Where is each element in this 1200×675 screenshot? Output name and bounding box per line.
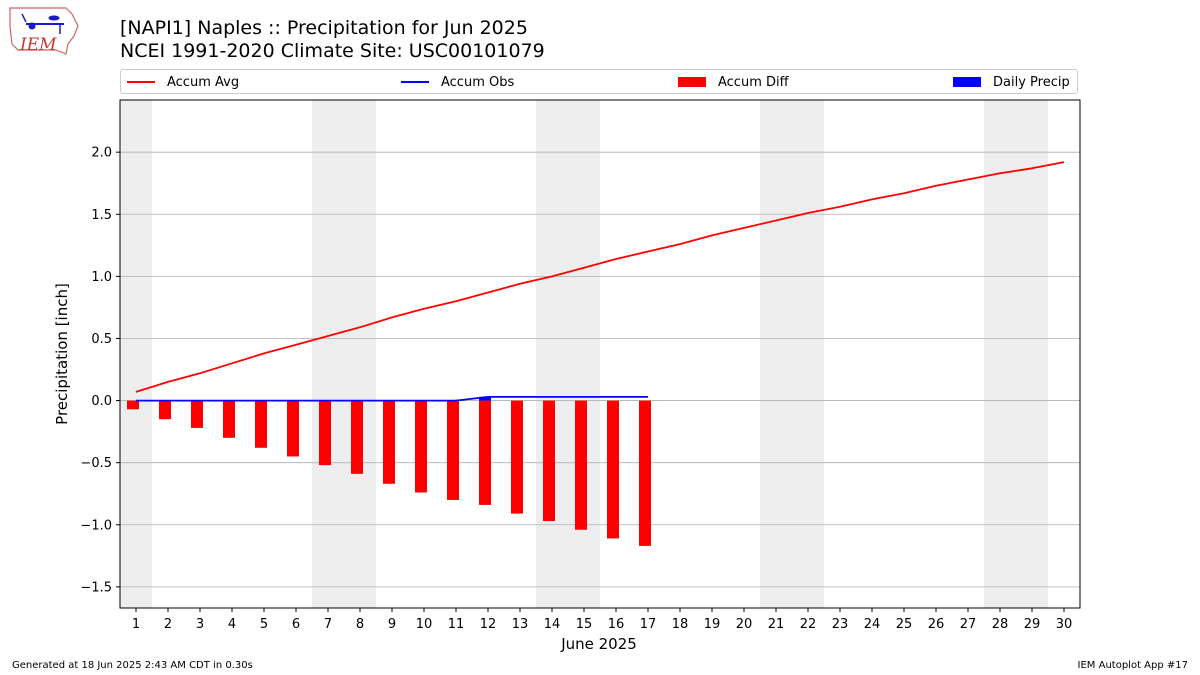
x-tick-label: 19 — [704, 617, 721, 632]
x-tick-label: 21 — [768, 617, 785, 632]
x-tick-label: 14 — [544, 617, 561, 632]
weekend-band — [536, 100, 600, 608]
y-axis-label: Precipitation [inch] — [53, 283, 71, 425]
legend-swatch — [678, 77, 706, 87]
accum-diff-bar — [607, 400, 619, 539]
accum-diff-bar — [415, 400, 427, 493]
weekend-shading — [120, 100, 1048, 608]
x-tick-label: 22 — [800, 617, 817, 632]
x-tick-label: 20 — [736, 617, 753, 632]
accum-diff-bars — [127, 400, 651, 546]
accum-diff-bar — [127, 400, 139, 410]
accum-diff-bar — [383, 400, 395, 484]
chart-subtitle: NCEI 1991-2020 Climate Site: USC00101079 — [120, 40, 545, 62]
accum-diff-bar — [543, 400, 555, 522]
accum-diff-bar — [191, 400, 203, 428]
legend-item-accum-avg: Accum Avg — [127, 70, 239, 94]
weekend-band — [312, 100, 376, 608]
legend-swatch — [127, 81, 155, 83]
y-tick-label: 0.0 — [91, 394, 112, 409]
accum-diff-bar — [511, 400, 523, 514]
x-tick-label: 3 — [196, 617, 204, 632]
accum-diff-bar — [287, 400, 299, 457]
x-tick-label: 10 — [416, 617, 433, 632]
x-tick-label: 4 — [228, 617, 236, 632]
x-tick-label: 9 — [388, 617, 396, 632]
chart-legend: Accum Avg Accum Obs Accum Diff Daily Pre… — [120, 69, 1078, 94]
x-tick-label: 24 — [864, 617, 881, 632]
x-tick-label: 16 — [608, 617, 625, 632]
y-tick-label: 2.0 — [91, 146, 112, 161]
legend-swatch — [401, 81, 429, 83]
gridlines — [120, 151, 1080, 588]
x-tick-label: 28 — [992, 617, 1009, 632]
x-axis-label: June 2025 — [560, 635, 637, 653]
x-tick-label: 26 — [928, 617, 945, 632]
legend-label: Accum Obs — [441, 74, 515, 90]
x-tick-label: 25 — [896, 617, 913, 632]
accum-diff-bar — [575, 400, 587, 530]
y-tick-label: −1.0 — [80, 518, 112, 533]
accum-diff-bar — [255, 400, 267, 448]
accum-diff-bar — [351, 400, 363, 474]
x-tick-label: 30 — [1056, 617, 1073, 632]
x-tick-label: 18 — [672, 617, 689, 632]
legend-label: Daily Precip — [993, 74, 1070, 90]
legend-item-accum-obs: Accum Obs — [401, 70, 514, 94]
x-tick-label: 8 — [356, 617, 364, 632]
chart-title: [NAPI1] Naples :: Precipitation for Jun … — [120, 17, 528, 39]
daily-precip-bars — [479, 396, 491, 401]
accum-avg-line — [135, 161, 1065, 393]
x-tick-label: 11 — [448, 617, 465, 632]
series-lines — [135, 161, 1065, 402]
axes: −1.5−1.0−0.50.00.51.01.52.01 2 3 4 5 6 7 8 9 10 11… — [80, 99, 1081, 632]
legend-item-accum-diff: Accum Diff — [678, 70, 789, 94]
x-tick-label: 27 — [960, 617, 977, 632]
y-tick-label: 1.0 — [91, 270, 112, 285]
generated-timestamp: Generated at 18 Jun 2025 2:43 AM CDT in … — [12, 660, 253, 671]
logo-text: IEM — [19, 35, 57, 55]
x-tick-label: 15 — [576, 617, 593, 632]
legend-swatch — [953, 77, 981, 87]
app-credit: IEM Autoplot App #17 — [1077, 660, 1188, 671]
y-tick-label: −0.5 — [80, 456, 112, 471]
daily-precip-bar — [479, 396, 491, 401]
accum-diff-bar — [447, 400, 459, 500]
x-tick-label: 12 — [480, 617, 497, 632]
x-tick-label: 29 — [1024, 617, 1041, 632]
accum-obs-line — [136, 395, 648, 402]
iem-logo: IEM — [9, 7, 79, 55]
y-tick-label: 0.5 — [91, 332, 112, 347]
legend-label: Accum Diff — [718, 74, 789, 90]
weekend-band — [120, 100, 152, 608]
x-tick-label: 17 — [640, 617, 657, 632]
accum-diff-bar — [159, 400, 171, 420]
accum-diff-bar — [639, 400, 651, 546]
x-tick-label: 7 — [324, 617, 332, 632]
x-tick-label: 6 — [292, 617, 300, 632]
accum-diff-bar — [479, 400, 491, 505]
iowa-outline-icon — [9, 7, 79, 55]
legend-label: Accum Avg — [167, 74, 240, 90]
weather-station-icon — [21, 13, 64, 34]
x-tick-label: 13 — [512, 617, 529, 632]
x-tick-label: 23 — [832, 617, 849, 632]
x-tick-label: 1 — [132, 617, 140, 632]
y-tick-label: 1.5 — [91, 208, 112, 223]
x-tick-label: 5 — [260, 617, 268, 632]
weekend-band — [984, 100, 1048, 608]
accum-diff-bar — [319, 400, 331, 466]
accum-diff-bar — [223, 400, 235, 438]
legend-item-daily-precip: Daily Precip — [953, 70, 1070, 94]
weekend-band — [760, 100, 824, 608]
plot-frame — [119, 99, 1081, 609]
y-tick-label: −1.5 — [80, 580, 112, 595]
x-tick-label: 2 — [164, 617, 172, 632]
